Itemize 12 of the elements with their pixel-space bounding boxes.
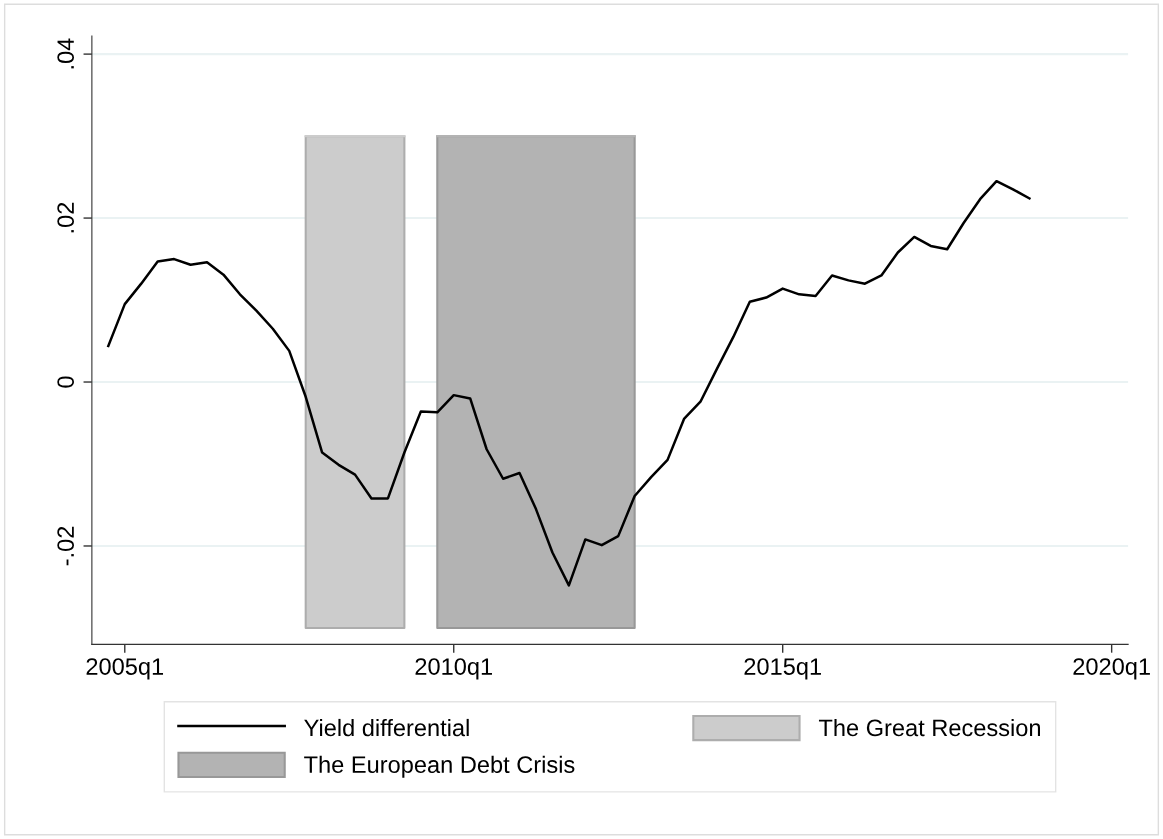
y-tick-label: .02 (57, 202, 75, 233)
y-tick-label: -.02 (57, 526, 75, 566)
y-tick-label: 0 (57, 376, 75, 388)
y-tick-label: .04 (57, 38, 75, 69)
x-tick-label: 2020q1 (1073, 658, 1150, 680)
x-tick-label: 2005q1 (86, 658, 164, 680)
legend-label: Yield differential (304, 718, 469, 737)
x-tick-label: 2010q1 (415, 658, 492, 680)
legend-label: The Great Recession (818, 718, 1040, 737)
line-series (107, 179, 1031, 587)
x-tick-label: 2015q1 (744, 658, 821, 680)
legend-label: The European Debt Crisis (304, 755, 575, 778)
